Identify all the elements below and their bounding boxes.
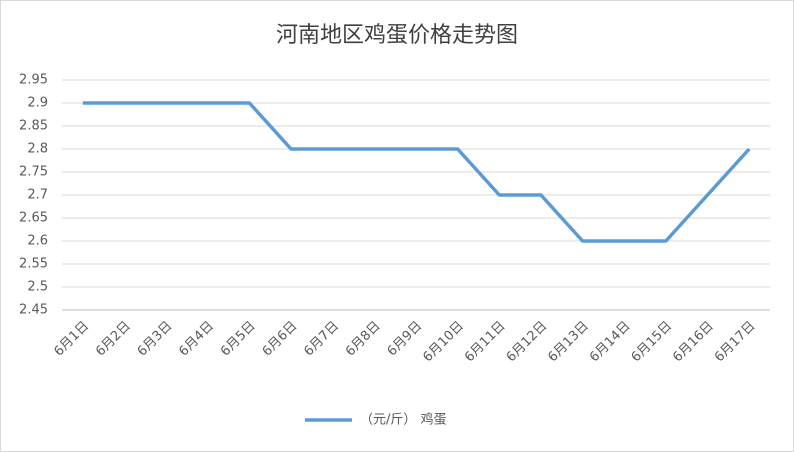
y-tick-label: 2.8 — [27, 142, 48, 157]
line-series — [82, 101, 751, 243]
y-tick-label: 2.65 — [19, 211, 48, 226]
y-tick-label: 2.5 — [27, 280, 48, 295]
y-tick-label: 2.85 — [19, 119, 48, 134]
y-tick-label: 2.95 — [19, 73, 48, 88]
y-tick-label: 2.9 — [27, 96, 48, 111]
chart-title: 河南地区鸡蛋价格走势图 — [276, 23, 518, 48]
y-tick-label: 2.7 — [27, 188, 48, 203]
legend-label: （元/斤） 鸡蛋 — [360, 412, 447, 428]
y-tick-label: 2.45 — [19, 303, 48, 318]
y-tick-label: 2.6 — [27, 234, 48, 249]
y-tick-label: 2.55 — [19, 257, 48, 272]
y-tick-label: 2.75 — [19, 165, 48, 180]
